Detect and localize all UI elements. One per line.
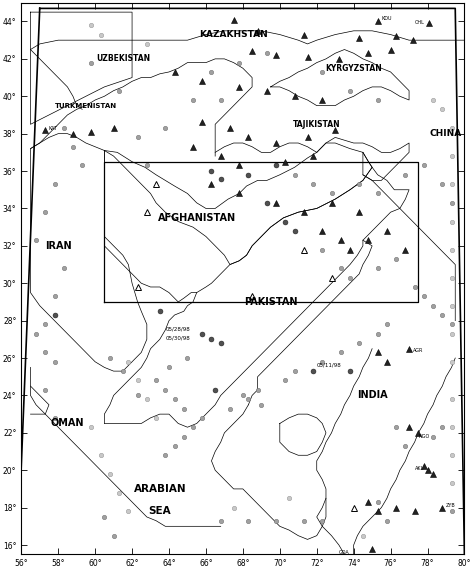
Text: KAT: KAT [49,126,58,131]
Text: AFGHANISTAN: AFGHANISTAN [158,213,236,223]
Text: TURKMENISTAN: TURKMENISTAN [55,103,117,108]
Text: KDU: KDU [382,16,392,21]
Text: 05/11/98: 05/11/98 [317,362,341,367]
Text: OMAN: OMAN [51,419,84,428]
Text: TAJIKISTAN: TAJIKISTAN [293,120,340,129]
Text: 05/30/98: 05/30/98 [165,336,190,341]
Text: UZBEKISTAN: UZBEKISTAN [96,54,150,63]
Text: CHINA: CHINA [430,129,462,138]
Text: NGO: NGO [418,434,429,439]
Text: AGR: AGR [413,348,423,353]
Text: INDIA: INDIA [357,391,387,400]
Text: ZYB: ZYB [446,503,456,508]
Text: KAZAKHSTAN: KAZAKHSTAN [199,30,268,39]
Text: IRAN: IRAN [45,241,72,251]
Text: ARABIAN: ARABIAN [134,484,186,494]
Text: CHL: CHL [415,20,425,25]
Text: PAKISTAN: PAKISTAN [244,297,297,307]
Text: 05/28/98: 05/28/98 [165,327,190,332]
Text: GOA: GOA [339,550,350,555]
Text: SEA: SEA [148,506,171,516]
Text: KYRGYZSTAN: KYRGYZSTAN [325,64,382,73]
Text: AKL: AKL [415,466,424,471]
